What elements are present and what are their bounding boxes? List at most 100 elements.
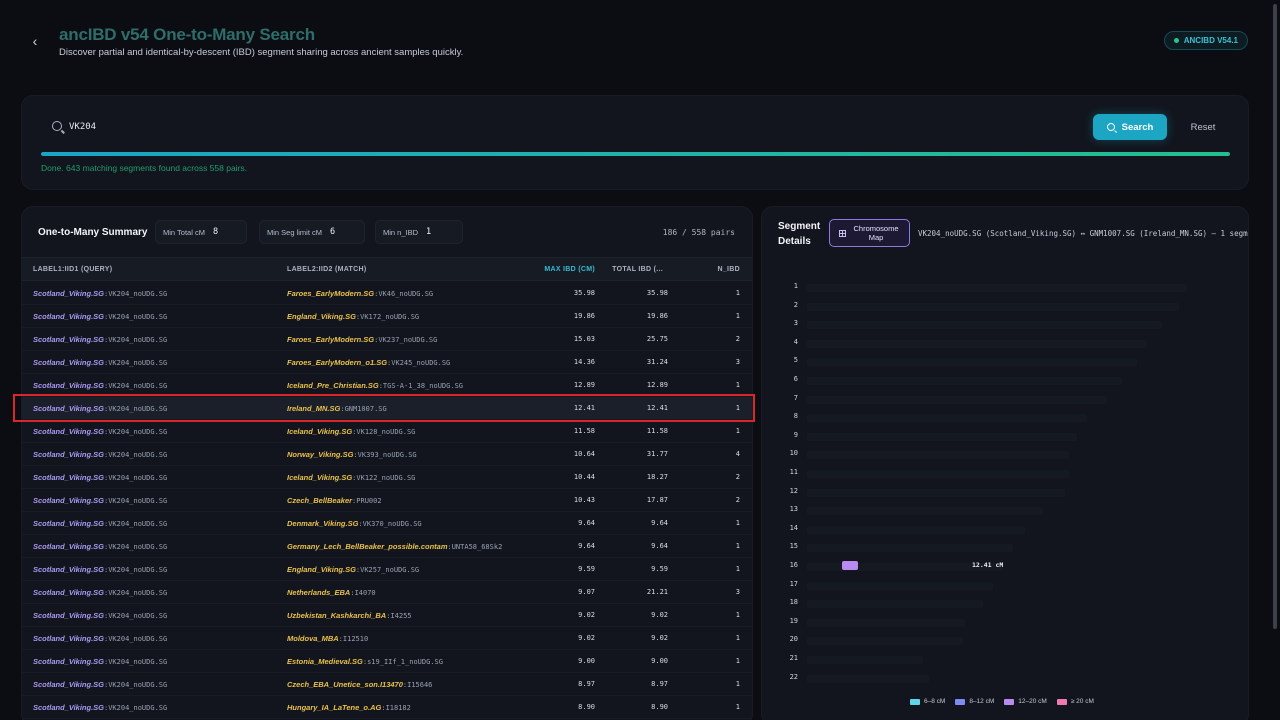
chromosome-bar bbox=[807, 581, 993, 590]
table-row[interactable]: Scotland_Viking.SG:VK204_noUDG.SG Germany… bbox=[22, 535, 752, 558]
search-icon bbox=[1106, 123, 1115, 131]
min-total-cm-filter[interactable]: Min Total cM 8 bbox=[155, 220, 247, 244]
chromosome-row: 14 bbox=[762, 521, 1248, 539]
table-row[interactable]: Scotland_Viking.SG:VK204_noUDG.SG Czech_B… bbox=[22, 489, 752, 512]
max-ibd-cell: 8.90 bbox=[578, 703, 595, 711]
total-ibd-cell: 9.00 bbox=[651, 657, 668, 665]
match-label: Norway_Viking.SG bbox=[287, 450, 354, 459]
chromosome-bar bbox=[807, 358, 1137, 367]
separator: : bbox=[402, 681, 408, 689]
table-row[interactable]: Scotland_Viking.SG:VK204_noUDG.SG England… bbox=[22, 558, 752, 581]
match-cell: Germany_Lech_BellBeaker_possible.contam:… bbox=[287, 542, 502, 551]
separator: : bbox=[340, 405, 345, 413]
match-iid: VK393_noUDG.SG bbox=[357, 451, 417, 459]
chromosome-map: 1 2 3 4 5 6 7 8 9 10 11 12 13 14 15 16 12.41 cM 17 18 19 20 2… bbox=[762, 279, 1248, 689]
chromosome-row: 16 12.41 cM bbox=[762, 558, 1248, 576]
chromosome-row: 6 bbox=[762, 372, 1248, 390]
separator: : bbox=[338, 635, 343, 643]
reset-button[interactable]: Reset bbox=[1190, 121, 1216, 133]
column-header-total-ibd[interactable]: TOTAL IBD (... bbox=[612, 266, 663, 273]
table-row[interactable]: Scotland_Viking.SG:VK204_noUDG.SG Iceland… bbox=[22, 466, 752, 489]
match-label: Czech_BellBeaker bbox=[287, 496, 353, 505]
match-cell: Denmark_Viking.SG:VK370_noUDG.SG bbox=[287, 519, 422, 528]
column-header-n-ibd[interactable]: N_IBD bbox=[717, 266, 740, 273]
separator: : bbox=[104, 359, 109, 367]
total-ibd-cell: 9.02 bbox=[651, 634, 668, 642]
separator: : bbox=[104, 290, 109, 298]
legend-swatch bbox=[1004, 698, 1015, 705]
separator: : bbox=[104, 428, 109, 436]
chromosome-number: 15 bbox=[789, 542, 798, 551]
table-row[interactable]: Scotland_Viking.SG:VK204_noUDG.SG Netherl… bbox=[22, 581, 752, 604]
min-seg-limit-filter[interactable]: Min Seg limit cM 6 bbox=[259, 220, 365, 244]
separator: : bbox=[362, 658, 368, 666]
chromosome-row: 4 bbox=[762, 335, 1248, 353]
ibd-segment[interactable] bbox=[842, 561, 858, 570]
chromosome-bar bbox=[807, 488, 1065, 497]
total-ibd-cell: 9.59 bbox=[651, 565, 668, 573]
n-ibd-cell: 3 bbox=[735, 588, 740, 596]
match-cell: Norway_Viking.SG:VK393_noUDG.SG bbox=[287, 450, 417, 459]
match-iid: VK370_noUDG.SG bbox=[362, 520, 422, 528]
table-row[interactable]: Scotland_Viking.SG:VK204_noUDG.SG Iceland… bbox=[22, 420, 752, 443]
scrollbar[interactable] bbox=[1270, 0, 1280, 720]
chromosome-bar bbox=[807, 377, 1122, 385]
search-input[interactable] bbox=[69, 119, 1079, 135]
max-ibd-cell: 19.86 bbox=[573, 312, 595, 320]
separator: : bbox=[104, 313, 109, 321]
chromosome-row: 18 bbox=[762, 595, 1248, 613]
match-cell: Faroes_EarlyModern_o1.SG:VK245_noUDG.SG bbox=[287, 358, 450, 367]
table-row[interactable]: Scotland_Viking.SG:VK204_noUDG.SG Czech_E… bbox=[22, 673, 752, 696]
column-header-query[interactable]: LABEL1:IID1 (QUERY) bbox=[33, 266, 113, 273]
max-ibd-cell: 12.89 bbox=[573, 381, 595, 389]
max-ibd-cell: 9.64 bbox=[578, 519, 595, 527]
match-label: Czech_EBA_Unetice_son.I13470 bbox=[287, 680, 403, 689]
chromosome-map-button[interactable]: Chromosome Map bbox=[829, 219, 910, 247]
chromosome-number: 17 bbox=[789, 579, 798, 588]
chromosome-row: 9 bbox=[762, 428, 1248, 446]
table-row[interactable]: Scotland_Viking.SG:VK204_noUDG.SG Ireland… bbox=[22, 397, 752, 420]
legend-label: 6–8 cM bbox=[924, 698, 946, 705]
column-header-match[interactable]: LABEL2:IID2 (MATCH) bbox=[287, 266, 367, 273]
query-label: Scotland_Viking.SG bbox=[33, 381, 104, 390]
table-row[interactable]: Scotland_Viking.SG:VK204_noUDG.SG Denmark… bbox=[22, 512, 752, 535]
search-button[interactable]: Search bbox=[1093, 114, 1167, 140]
filter-label: Min n_IBD bbox=[383, 227, 419, 237]
table-row[interactable]: Scotland_Viking.SG:VK204_noUDG.SG Moldova… bbox=[22, 627, 752, 650]
table-row[interactable]: Scotland_Viking.SG:VK204_noUDG.SG Uzbekis… bbox=[22, 604, 752, 627]
scrollbar-thumb[interactable] bbox=[1273, 4, 1277, 629]
match-iid: s19_IIf_1_noUDG.SG bbox=[367, 658, 443, 666]
query-label: Scotland_Viking.SG bbox=[33, 450, 104, 459]
total-ibd-cell: 9.64 bbox=[651, 542, 668, 550]
chromosome-row: 12 bbox=[762, 484, 1248, 502]
table-row[interactable]: Scotland_Viking.SG:VK204_noUDG.SG Estonia… bbox=[22, 650, 752, 673]
table-row[interactable]: Scotland_Viking.SG:VK204_noUDG.SG Faroes_… bbox=[22, 282, 752, 305]
query-label: Scotland_Viking.SG bbox=[33, 703, 104, 712]
results-table: Scotland_Viking.SG: VK204_noUDG.SG Faroes_… bbox=[22, 282, 752, 719]
max-ibd-cell: 12.41 bbox=[573, 404, 595, 412]
table-row[interactable]: Scotland_Viking.SG:VK204_noUDG.SG England… bbox=[22, 305, 752, 328]
table-row[interactable]: Scotland_Viking.SG:VK204_noUDG.SG Iceland… bbox=[22, 374, 752, 397]
max-ibd-cell: 9.02 bbox=[578, 611, 595, 619]
table-row[interactable]: Scotland_Viking.SG:VK204_noUDG.SG Faroes_… bbox=[22, 351, 752, 374]
n-ibd-cell: 4 bbox=[735, 450, 740, 458]
query-iid: VK204_noUDG.SG bbox=[108, 704, 168, 712]
chromosome-row: 11 bbox=[762, 465, 1248, 483]
chromosome-number: 20 bbox=[789, 635, 798, 644]
n-ibd-cell: 1 bbox=[735, 611, 740, 619]
table-row[interactable]: Scotland_Viking.SG:VK204_noUDG.SG Norway_… bbox=[22, 443, 752, 466]
column-header-max-ibd[interactable]: MAX IBD (CM) bbox=[544, 266, 595, 273]
min-n-ibd-filter[interactable]: Min n_IBD 1 bbox=[375, 220, 463, 244]
table-row[interactable]: Scotland_Viking.SG:VK204_noUDG.SG Faroes_… bbox=[22, 328, 752, 351]
query-iid: VK204_noUDG.SG bbox=[108, 336, 168, 344]
chromosome-number: 11 bbox=[789, 468, 798, 476]
match-label: Faroes_EarlyModern.SG bbox=[287, 335, 375, 344]
filter-value: 6 bbox=[330, 227, 336, 237]
table-row[interactable]: Scotland_Viking.SG:VK204_noUDG.SG Hungary… bbox=[22, 696, 752, 719]
n-ibd-cell: 1 bbox=[735, 312, 740, 320]
separator: : bbox=[353, 451, 358, 459]
total-ibd-cell: 9.02 bbox=[651, 611, 668, 619]
back-button[interactable]: ‹ bbox=[23, 29, 47, 53]
separator: : bbox=[104, 589, 109, 597]
separator: : bbox=[104, 543, 109, 551]
